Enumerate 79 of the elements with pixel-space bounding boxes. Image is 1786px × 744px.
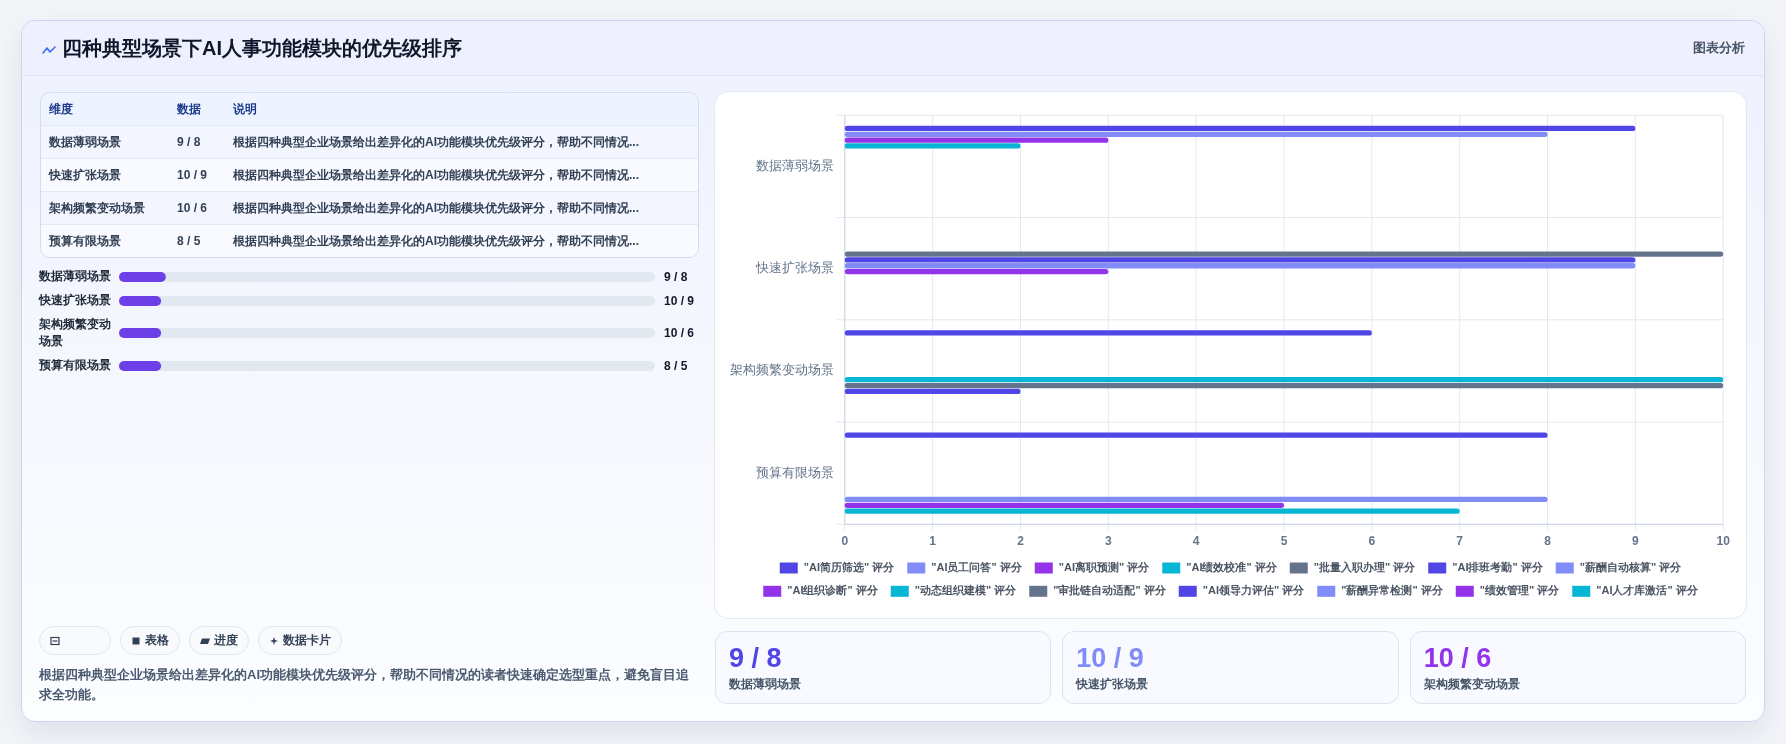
bar: [844, 388, 1021, 394]
legend-label: "动态组织建模" 评分: [914, 584, 1018, 597]
bar: [844, 268, 1109, 275]
legend-label: "薪酬自动核算" 评分: [1579, 560, 1683, 573]
text: 10 / 6: [177, 200, 208, 217]
bar: [844, 257, 1636, 263]
y-tick-label: 架构频繁变动场景: [39, 316, 112, 350]
button: 表格: [120, 626, 180, 655]
button: 进度: [189, 626, 249, 655]
text: 数据: [177, 100, 201, 118]
text: 9 / 8: [664, 269, 688, 284]
x-tick-label: 7: [1456, 534, 1464, 549]
text: 10 / 9: [664, 293, 695, 308]
legend-label: "AI离职预测" 评分: [1058, 560, 1151, 574]
legend-label: "AI人才库激活" 评分: [1596, 584, 1699, 598]
x-tick-label: 5: [1280, 534, 1288, 549]
y-tick-label: 架构频繁变动场景: [729, 362, 834, 378]
legend-label: "AI员工问答" 评分: [931, 560, 1023, 573]
y-tick-label: 数据薄弱场景: [39, 268, 112, 285]
text: 说明: [233, 100, 257, 118]
bar: [844, 508, 1460, 514]
text: 根据四种典型企业场景给出差异化的AI功能模块优先级评分，帮助不同情况...: [233, 232, 640, 250]
text: 10 / 9: [1076, 643, 1144, 673]
x-tick-label: 4: [1192, 534, 1200, 549]
y-tick-label: 预算有限场景: [755, 464, 834, 480]
x-tick-label: 8: [1544, 534, 1552, 549]
legend-label: "薪酬异常检测" 评分: [1341, 584, 1444, 597]
category-label: 进度: [214, 633, 238, 648]
text: 10 / 6: [1423, 643, 1492, 673]
legend-label: "AI绩效校准" 评分: [1186, 560, 1278, 573]
bar: [844, 496, 1548, 503]
x-tick-label: 9: [1632, 534, 1640, 549]
bar: [844, 263, 1636, 269]
text: 维度: [49, 100, 73, 118]
text: 9 / 8: [177, 134, 201, 151]
x-tick-label: 3: [1104, 534, 1112, 549]
bar: [844, 143, 1021, 149]
y-tick-label: 快速扩张场景: [754, 260, 834, 276]
legend-label: "绩效管理" 评分: [1479, 584, 1561, 597]
x-tick-label: 10: [1716, 534, 1731, 549]
y-tick-label: 数据薄弱场景: [755, 157, 834, 173]
text: 四种典型场景下AI人事功能模块的优先级排序: [62, 36, 462, 61]
legend-label: "审批链自动适配" 评分: [1053, 584, 1167, 597]
bar: [844, 502, 1284, 508]
button: 数据卡片: [258, 626, 342, 655]
text: 图表分析: [1693, 39, 1745, 57]
y-tick-label: 快速扩张场景: [39, 292, 112, 309]
x-tick-label: 1: [929, 534, 937, 549]
text: 根据四种典型企业场景给出差异化的AI功能模块优先级评分，帮助不同情况的读者快速确定选型重点，避免盲目追求全功能。: [39, 666, 690, 704]
bar: [844, 125, 1636, 132]
text: 根据四种典型企业场景给出差异化的AI功能模块优先级评分，帮助不同情况...: [233, 199, 640, 217]
category-label: 架构频繁变动场景: [1423, 676, 1520, 693]
bar: [844, 251, 1724, 257]
category-label: 数据薄弱场景: [729, 676, 801, 693]
legend-label: "AI组织诊断" 评分: [787, 584, 879, 597]
legend-label: "批量入职办理" 评分: [1313, 560, 1417, 574]
bar: [844, 137, 1109, 143]
text: 根据四种典型企业场景给出差异化的AI功能模块优先级评分，帮助不同情况...: [233, 166, 640, 184]
legend-label: "AI排班考勤" 评分: [1452, 560, 1544, 573]
x-tick-label: 0: [841, 534, 849, 549]
text: 根据四种典型企业场景给出差异化的AI功能模块优先级评分，帮助不同情况...: [233, 133, 640, 151]
text: 9 / 8: [729, 643, 782, 673]
x-tick-label: 6: [1368, 534, 1376, 549]
legend-label: "AI简历筛选" 评分: [803, 560, 896, 573]
text: 10 / 9: [177, 167, 208, 184]
legend-label: "AI领导力评估" 评分: [1202, 584, 1306, 597]
text: 8 / 5: [664, 358, 688, 373]
text: 8 / 5: [177, 233, 201, 250]
y-tick-label: 预算有限场景: [39, 357, 112, 374]
category-label: 数据卡片: [283, 633, 331, 648]
category-label: 快速扩张场景: [1076, 676, 1149, 693]
bar: [844, 382, 1724, 389]
category-label: 表格: [145, 633, 169, 648]
bar: [844, 131, 1548, 137]
bar: [844, 330, 1372, 336]
bar: [844, 432, 1548, 438]
text: 10 / 6: [664, 326, 695, 340]
bar: [844, 377, 1724, 383]
x-tick-label: 2: [1017, 534, 1025, 549]
